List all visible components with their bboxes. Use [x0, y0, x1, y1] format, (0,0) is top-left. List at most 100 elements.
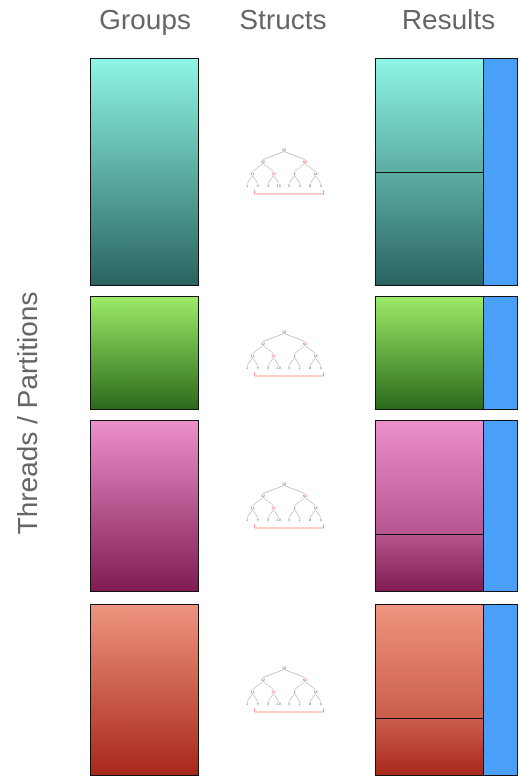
group-block: [90, 58, 199, 286]
result-bar: [483, 296, 518, 410]
tree-edge: [247, 509, 253, 518]
tree-node-label: 3: [293, 690, 295, 694]
tree-node-label: 2: [299, 366, 301, 370]
struct-tree-diagram: 10 32 62 11 20 3 14 1 9 3 10 5 2 8 4: [246, 148, 324, 195]
results-header: Results: [401, 4, 496, 35]
tree-edge: [252, 357, 258, 366]
tree-edge: [268, 509, 274, 518]
group-block: [90, 604, 199, 776]
tree-node-label: 5: [288, 518, 290, 522]
result-segment: [375, 534, 485, 592]
tree-node-label: 20: [271, 354, 275, 358]
tree-edge: [262, 345, 274, 354]
tree-node-label: 3: [293, 354, 295, 358]
tree-edge: [262, 681, 274, 690]
tree-edge: [262, 497, 274, 506]
tree-edge: [304, 681, 316, 690]
tree-node-label: 3: [293, 172, 295, 176]
tree-edge: [294, 357, 300, 366]
groups-header: Groups: [99, 4, 191, 35]
tree-node-label: 32: [261, 342, 265, 346]
tree-node-label: 1: [246, 702, 248, 706]
tree-edge: [310, 509, 316, 518]
tree-node-label: 1: [246, 366, 248, 370]
tree-edge: [310, 357, 316, 366]
result-segment: [375, 718, 485, 776]
tree-node-label: 20: [271, 690, 275, 694]
tree-edge: [315, 693, 321, 702]
tree-edge: [268, 175, 274, 184]
result-segment: [375, 604, 485, 719]
tree-edge: [252, 681, 264, 690]
tree-node-label: 14: [313, 506, 317, 510]
tree-edge: [262, 163, 274, 172]
tree-node-label: 2: [299, 702, 301, 706]
tree-edge: [283, 333, 306, 342]
tree-edge: [289, 357, 295, 366]
tree-edge: [247, 175, 253, 184]
tree-node-label: 9: [257, 184, 259, 188]
tree-node-label: 4: [320, 518, 322, 522]
leaf-bracket: [254, 190, 324, 195]
tree-edge: [294, 681, 306, 690]
tree-edge: [247, 357, 253, 366]
tree-node-label: 9: [257, 366, 259, 370]
tree-edge: [268, 357, 274, 366]
tree-edge: [294, 163, 306, 172]
tree-node-label: 14: [313, 172, 317, 176]
tree-node-label: 32: [261, 678, 265, 682]
tree-edge: [310, 175, 316, 184]
tree-node-label: 10: [277, 702, 281, 706]
tree-edge: [304, 497, 316, 506]
tree-node-label: 32: [261, 160, 265, 164]
tree-node-label: 8: [309, 184, 311, 188]
tree-node-label: 11: [250, 172, 254, 176]
tree-node-label: 2: [299, 518, 301, 522]
tree-node-label: 11: [250, 690, 254, 694]
tree-edge: [283, 151, 306, 160]
result-bar: [483, 420, 518, 592]
tree-node-label: 8: [309, 366, 311, 370]
tree-edge: [262, 485, 285, 494]
leaf-bracket: [254, 372, 324, 377]
tree-node-label: 32: [261, 494, 265, 498]
tree-edge: [273, 693, 279, 702]
tree-node-label: 2: [299, 184, 301, 188]
tree-edge: [315, 175, 321, 184]
tree-node-label: 62: [303, 494, 307, 498]
tree-edge: [252, 175, 258, 184]
tree-edge: [273, 175, 279, 184]
tree-node-label: 62: [303, 342, 307, 346]
tree-edge: [283, 669, 306, 678]
result-segment: [375, 172, 485, 286]
tree-edge: [294, 345, 306, 354]
tree-edge: [315, 357, 321, 366]
tree-node-label: 4: [320, 366, 322, 370]
tree-edge: [283, 485, 306, 494]
tree-edge: [268, 693, 274, 702]
tree-edge: [294, 175, 300, 184]
tree-edge: [252, 497, 264, 506]
tree-node-label: 10: [282, 482, 286, 486]
struct-tree-diagram: 10 32 62 11 20 3 14 1 9 3 10 5 2 8 4: [246, 330, 324, 377]
tree-node-label: 4: [320, 702, 322, 706]
tree-node-label: 62: [303, 678, 307, 682]
result-bar: [483, 604, 518, 776]
tree-node-label: 3: [267, 518, 269, 522]
tree-node-label: 11: [250, 506, 254, 510]
tree-edge: [273, 509, 279, 518]
tree-edge: [294, 497, 306, 506]
tree-edge: [315, 509, 321, 518]
group-block: [90, 296, 199, 410]
tree-edge: [310, 693, 316, 702]
tree-edge: [262, 151, 285, 160]
tree-node-label: 10: [282, 148, 286, 152]
tree-node-label: 8: [309, 702, 311, 706]
tree-node-label: 3: [267, 366, 269, 370]
threads-partitions-axis-label: Threads / Partitions: [12, 291, 43, 535]
tree-edge: [304, 345, 316, 354]
tree-node-label: 5: [288, 366, 290, 370]
tree-node-label: 9: [257, 702, 259, 706]
tree-node-label: 10: [277, 518, 281, 522]
tree-node-label: 11: [250, 354, 254, 358]
